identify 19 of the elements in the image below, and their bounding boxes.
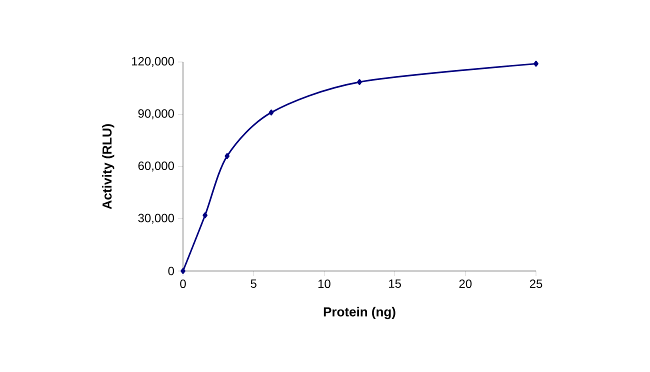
point bbox=[202, 212, 208, 218]
y-tick-label: 120,000 bbox=[132, 57, 174, 67]
x-tick-label: 10 bbox=[318, 280, 330, 288]
y-tick-label: 60,000 bbox=[138, 162, 174, 172]
point bbox=[268, 110, 274, 116]
x-tick-label: 25 bbox=[530, 280, 542, 288]
point bbox=[357, 79, 362, 86]
x-tick-label: 5 bbox=[250, 280, 256, 288]
y-tick-label: 90,000 bbox=[138, 109, 174, 120]
x-tick-label: 15 bbox=[389, 280, 401, 288]
y-tick-label: 0 bbox=[168, 266, 174, 276]
y-tick-label: 30,000 bbox=[138, 214, 174, 224]
point bbox=[534, 60, 538, 67]
x-tick-label: 20 bbox=[459, 280, 472, 288]
x-axis-title: Protein (ng) bbox=[324, 306, 396, 320]
point bbox=[180, 268, 186, 274]
point bbox=[224, 153, 230, 160]
y-axis-title: Activity (RLU) bbox=[102, 124, 114, 210]
x-tick-label: 0 bbox=[180, 280, 186, 288]
